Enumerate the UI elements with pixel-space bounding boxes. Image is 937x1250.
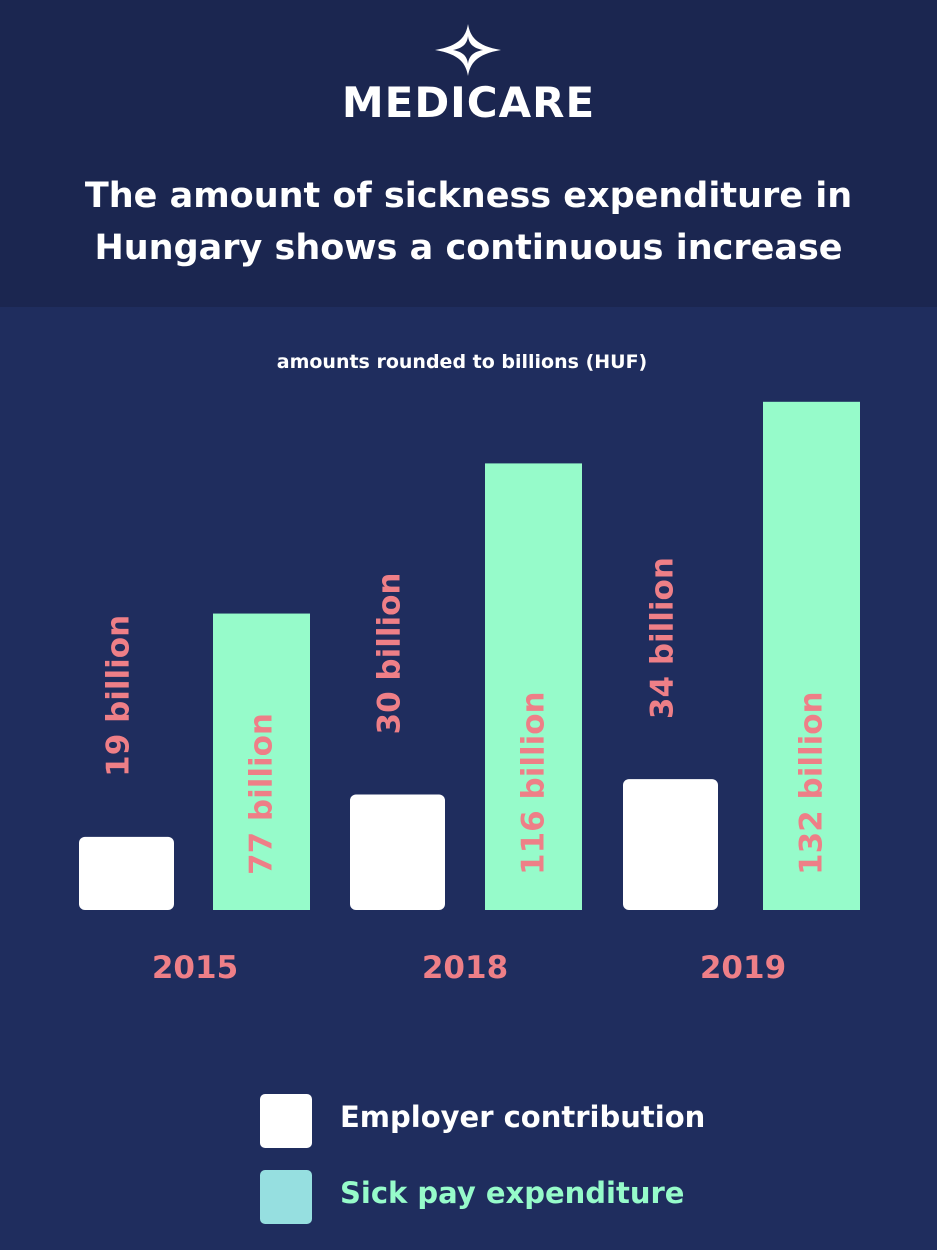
- category-label-2018: 2018: [422, 950, 508, 986]
- legend-label-employer: Employer contribution: [340, 1100, 706, 1134]
- header-banner: MEDICARE The amount of sickness expendit…: [0, 0, 937, 307]
- data-label-sick-pay-2015: 77 billion: [244, 713, 280, 875]
- bar-employer-2019: [623, 779, 718, 910]
- data-label-sick-pay-2019: 132 billion: [794, 691, 830, 875]
- data-label-employer-2015: 19 billion: [101, 615, 137, 777]
- data-label-employer-2019: 34 billion: [645, 557, 681, 719]
- chart-subtitle: amounts rounded to billions (HUF): [276, 351, 648, 373]
- bar-employer-2018: [350, 794, 445, 910]
- bar-chart: 19 billion 77 billion 2015 30 billion 116 bi…: [79, 401, 860, 986]
- data-label-sick-pay-2018: 116 billion: [516, 691, 552, 875]
- legend-swatch-employer: [260, 1094, 312, 1148]
- legend-item-sick-pay: Sick pay expenditure: [260, 1170, 820, 1226]
- medicare-star-icon: [435, 24, 501, 76]
- data-label-employer-2018: 30 billion: [372, 573, 408, 735]
- bar-sick-pay-2015: [213, 613, 310, 910]
- bar-employer-2015: [79, 836, 174, 910]
- brand-name: MEDICARE: [341, 78, 596, 127]
- bar-sick-pay-2018: [485, 463, 582, 910]
- page-title: The amount of sickness expenditure in Hu…: [84, 176, 853, 268]
- legend-label-sick-pay: Sick pay expenditure: [340, 1176, 685, 1210]
- category-label-2019: 2019: [700, 950, 786, 986]
- legend-item-employer: Employer contribution: [260, 1094, 820, 1150]
- legend-swatch-sick-pay: [260, 1170, 312, 1224]
- bar-sick-pay-2019: [763, 401, 860, 910]
- category-label-2015: 2015: [152, 950, 238, 986]
